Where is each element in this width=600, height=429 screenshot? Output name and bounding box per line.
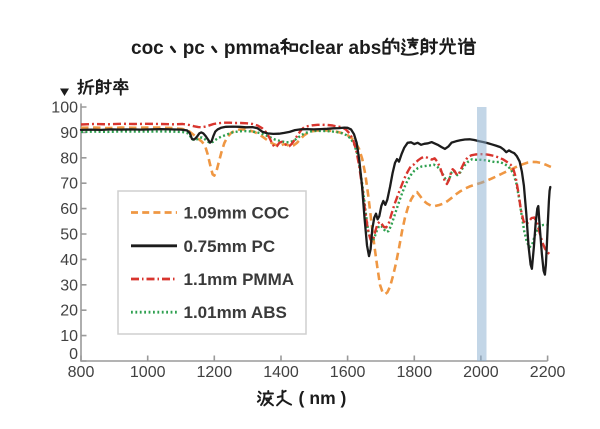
svg-text:): ) [340,388,346,408]
svg-text:90: 90 [60,125,78,142]
svg-text:1800: 1800 [397,364,433,381]
svg-text:2000: 2000 [463,364,499,381]
svg-text:0.75mm PC: 0.75mm PC [184,237,276,256]
svg-text:10: 10 [60,328,78,345]
svg-text:1.09mm COC: 1.09mm COC [184,204,290,223]
svg-text:80: 80 [60,150,78,167]
svg-text:1200: 1200 [197,364,233,381]
svg-text:30: 30 [60,277,78,294]
svg-text:clear abs: clear abs [299,38,381,59]
svg-text:800: 800 [68,364,95,381]
svg-text:70: 70 [60,176,78,193]
svg-text:nm: nm [309,388,335,408]
svg-text:100: 100 [51,100,78,117]
svg-text:60: 60 [60,201,78,218]
svg-text:50: 50 [60,227,78,244]
svg-text:20: 20 [60,303,78,320]
svg-text:pc: pc [183,38,206,59]
svg-text:1400: 1400 [263,364,299,381]
svg-text:1000: 1000 [130,364,166,381]
svg-text:40: 40 [60,252,78,269]
svg-text:1600: 1600 [330,364,366,381]
svg-text:2200: 2200 [530,364,566,381]
svg-text:1.01mm ABS: 1.01mm ABS [184,303,287,322]
svg-text:(: ( [298,388,304,408]
svg-text:0: 0 [69,346,78,363]
svg-text:1.1mm PMMA: 1.1mm PMMA [184,270,295,289]
svg-text:pmma: pmma [224,38,280,59]
svg-text:coc: coc [131,38,164,59]
